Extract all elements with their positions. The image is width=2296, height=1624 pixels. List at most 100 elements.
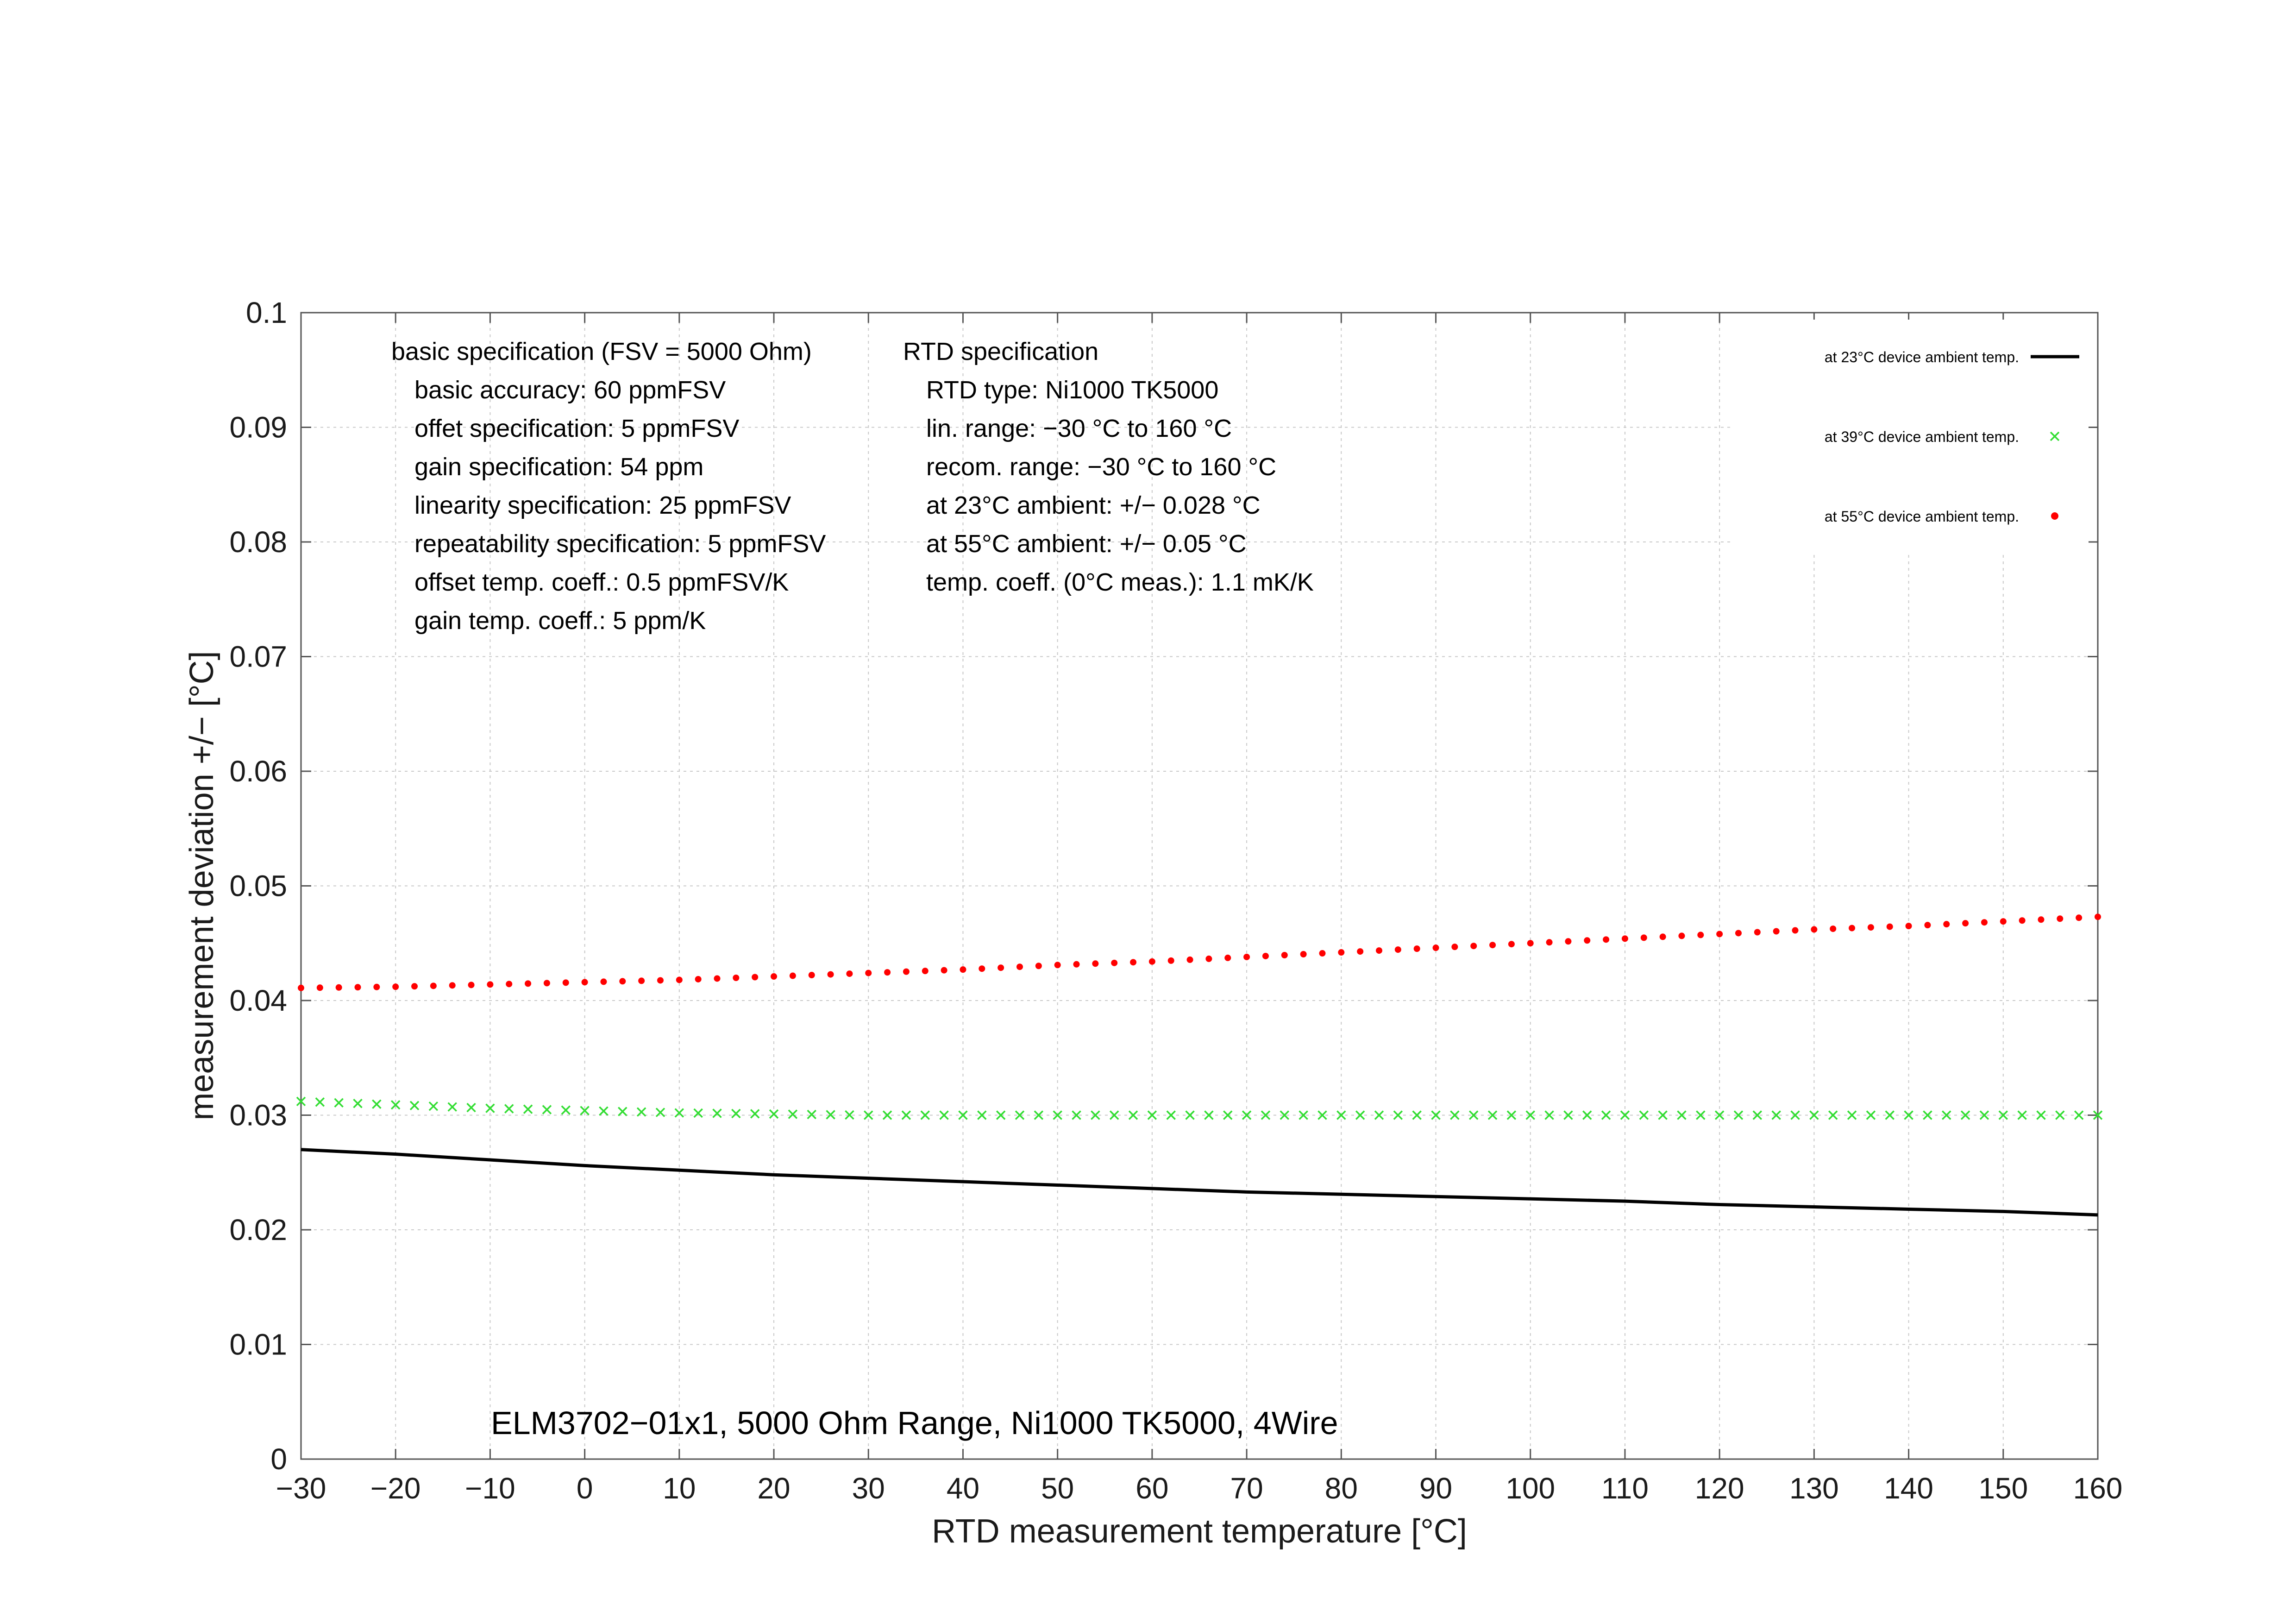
marker-55c	[1224, 954, 1231, 961]
marker-39c	[466, 1102, 476, 1113]
marker-55c	[1905, 923, 1912, 930]
marker-39c	[996, 1110, 1006, 1120]
x-tick-label: 110	[1601, 1472, 1649, 1505]
legend-dot-icon	[2051, 512, 2058, 520]
marker-39c	[1525, 1110, 1535, 1120]
marker-55c	[1773, 928, 1780, 935]
marker-55c	[1621, 935, 1628, 942]
marker-55c	[543, 980, 550, 987]
marker-55c	[676, 976, 683, 983]
x-tick-label: 10	[663, 1472, 696, 1505]
marker-39c	[2093, 1110, 2103, 1120]
marker-39c	[1034, 1110, 1044, 1120]
annotation-line: gain specification: 54 ppm	[414, 453, 703, 481]
annotation-line: gain temp. coeff.: 5 ppm/K	[414, 607, 706, 635]
marker-55c	[2038, 916, 2045, 923]
marker-55c	[1092, 960, 1099, 967]
marker-55c	[1565, 938, 1572, 945]
x-tick-label: 140	[1884, 1472, 1933, 1505]
marker-39c	[920, 1110, 930, 1120]
marker-55c	[1678, 932, 1685, 939]
marker-55c	[1867, 924, 1874, 931]
marker-39c	[1942, 1110, 1951, 1120]
marker-55c	[1924, 922, 1931, 929]
marker-55c	[600, 978, 607, 985]
y-tick-label: 0	[270, 1442, 287, 1476]
marker-39c	[693, 1108, 703, 1118]
marker-55c	[1205, 955, 1212, 962]
marker-39c	[1563, 1110, 1573, 1120]
marker-39c	[1072, 1110, 1081, 1120]
x-tick-label: −10	[465, 1472, 515, 1505]
marker-39c	[864, 1110, 873, 1120]
annotation-line: at 23°C ambient: +/− 0.028 °C	[926, 491, 1261, 519]
marker-55c	[1811, 926, 1818, 933]
marker-39c	[1166, 1110, 1176, 1120]
marker-55c	[771, 973, 778, 980]
marker-55c	[2019, 917, 2026, 924]
y-tick-label: 0.1	[246, 296, 287, 329]
marker-55c	[1035, 963, 1042, 969]
marker-39c	[1998, 1110, 2008, 1120]
marker-39c	[1317, 1110, 1327, 1120]
x-axis: −30 −20 −10 0 10 20 30 40 50 60 70 80 90 100 110 120 130…	[276, 313, 2122, 1505]
marker-55c	[2057, 915, 2064, 922]
marker-55c	[865, 969, 872, 976]
marker-55c	[808, 972, 815, 979]
marker-55c	[1281, 951, 1288, 958]
marker-39c	[1412, 1110, 1422, 1120]
marker-39c	[1091, 1110, 1100, 1120]
x-tick-label: 100	[1506, 1472, 1555, 1505]
marker-39c	[485, 1103, 495, 1113]
basic-spec-annotation: basic specification (FSV = 5000 Ohm) basi…	[391, 338, 826, 635]
marker-55c	[2095, 913, 2101, 920]
marker-39c	[296, 1096, 306, 1107]
legend-label: at 23°C device ambient temp.	[1825, 349, 2019, 365]
marker-39c	[882, 1110, 892, 1120]
marker-39c	[1790, 1110, 1800, 1120]
marker-39c	[1677, 1110, 1687, 1120]
marker-39c	[977, 1110, 987, 1120]
marker-55c	[1830, 925, 1837, 932]
marker-55c	[714, 975, 721, 982]
x-tick-label: 20	[757, 1472, 790, 1505]
marker-39c	[1450, 1110, 1460, 1120]
annotation-line: basic specification (FSV = 5000 Ohm)	[391, 338, 812, 365]
marker-55c	[1016, 963, 1023, 970]
marker-55c	[997, 964, 1004, 971]
marker-55c	[979, 965, 985, 972]
annotation-line: repeatability specification: 5 ppmFSV	[414, 530, 826, 558]
y-tick-label: 0.05	[229, 869, 287, 903]
annotation-line: recom. range: −30 °C to 160 °C	[926, 453, 1276, 481]
marker-39c	[1866, 1110, 1876, 1120]
marker-39c	[674, 1108, 684, 1118]
marker-39c	[618, 1107, 627, 1116]
marker-55c	[1413, 945, 1420, 952]
marker-55c	[1754, 929, 1761, 936]
marker-39c	[769, 1109, 779, 1119]
marker-39c	[1639, 1110, 1649, 1120]
marker-55c	[449, 982, 456, 989]
x-tick-label: 50	[1041, 1472, 1074, 1505]
marker-39c	[2074, 1110, 2084, 1120]
annotation-line: basic accuracy: 60 ppmFSV	[414, 376, 726, 404]
marker-39c	[1506, 1110, 1517, 1120]
marker-39c	[939, 1110, 949, 1120]
marker-39c	[1658, 1110, 1668, 1120]
marker-39c	[1620, 1110, 1630, 1120]
marker-39c	[1109, 1110, 1119, 1120]
x-tick-label: 150	[1978, 1472, 2028, 1505]
marker-39c	[1771, 1110, 1781, 1120]
marker-55c	[581, 979, 588, 986]
marker-39c	[2036, 1110, 2046, 1120]
marker-39c	[636, 1107, 646, 1117]
marker-55c	[562, 979, 569, 986]
x-axis-label: RTD measurement temperature [°C]	[932, 1513, 1467, 1550]
marker-39c	[1979, 1110, 1989, 1120]
marker-55c	[695, 976, 702, 982]
marker-55c	[1357, 948, 1364, 955]
marker-39c	[1544, 1110, 1554, 1120]
x-tick-label: 120	[1695, 1472, 1744, 1505]
marker-55c	[525, 980, 532, 987]
